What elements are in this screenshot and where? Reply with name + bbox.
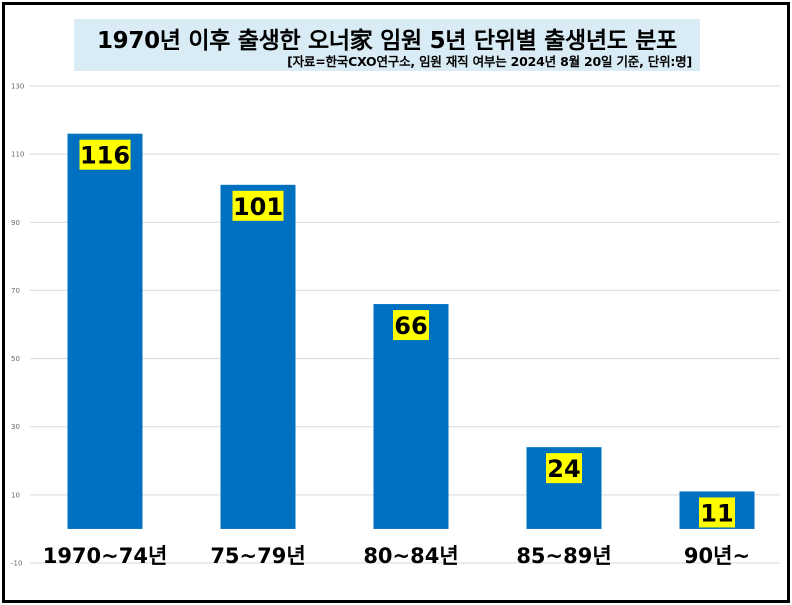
x-category-label: 90년~ [684,544,750,568]
data-label-background [232,190,284,221]
data-label-background [393,310,429,341]
y-tick-label: 90 [11,219,20,227]
data-label-background [79,139,131,170]
data-label: 101 [233,193,283,221]
x-category-label: 85~89년 [516,544,611,568]
x-category-label: 75~79년 [210,544,305,568]
data-label-background [546,453,582,484]
y-tick-label: 30 [11,423,20,431]
bar [220,184,296,529]
title-box: 1970년 이후 출생한 오너家 임원 5년 단위별 출생년도 분포 [자료=한… [74,19,700,71]
data-label: 66 [394,312,427,340]
bar [373,304,449,529]
data-label: 11 [700,499,733,527]
y-tick-label: -10 [11,560,22,568]
chart-subtitle: [자료=한국CXO연구소, 임원 재직 여부는 2024년 8월 20일 기준,… [287,54,692,69]
y-tick-label: 110 [11,151,24,159]
data-label-background [699,497,735,528]
x-category-label: 80~84년 [363,544,458,568]
data-label: 24 [547,455,580,483]
data-label: 116 [80,142,130,170]
y-tick-label: 50 [11,355,20,363]
chart-title: 1970년 이후 출생한 오너家 임원 5년 단위별 출생년도 분포 [96,28,678,54]
bar [67,133,143,529]
y-tick-label: 10 [11,491,20,499]
y-tick-label: 70 [11,287,20,295]
y-tick-label: 130 [11,83,24,91]
x-category-label: 1970~74년 [43,544,168,568]
